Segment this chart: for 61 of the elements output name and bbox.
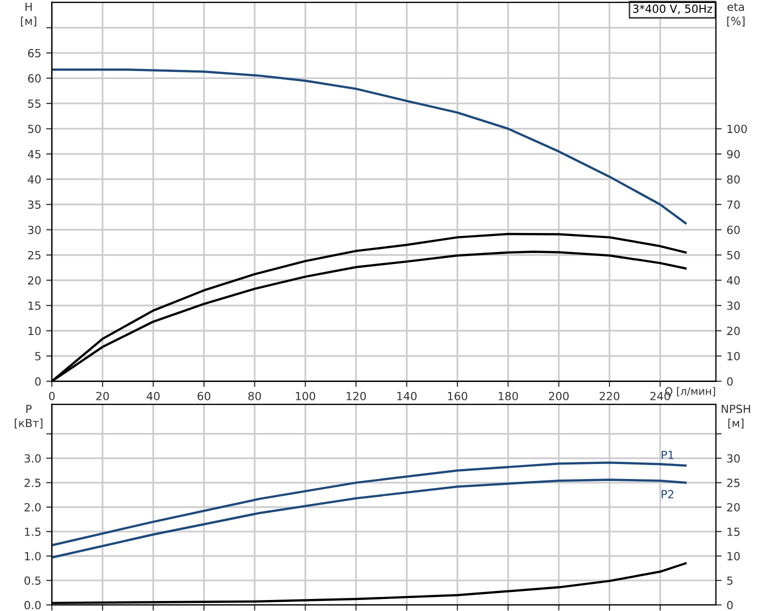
y-tick-label: 60 (28, 74, 41, 83)
y2-tick-label: 10 (728, 552, 740, 560)
x-tick-label: 80 (248, 392, 261, 400)
line-series (52, 68, 687, 224)
y2-tick-label: 60 (727, 226, 740, 234)
x-tick-label: 100 (296, 392, 316, 400)
y-tick-label: 0.5 (24, 576, 40, 585)
y-tick-label: 40 (28, 175, 41, 184)
y2-axis-title: eta [%] (727, 3, 745, 26)
line-series (52, 462, 687, 546)
x-tick-label: 20 (96, 392, 109, 400)
y2-tick-label: 0 (727, 377, 733, 386)
y-tick-label: 0 (35, 377, 41, 386)
series-label: P1 (662, 450, 674, 459)
y-tick-label: 30 (28, 226, 41, 234)
x-tick-label: 120 (346, 392, 366, 400)
x-tick-label: 40 (146, 392, 160, 400)
y2-tick-label: 15 (728, 528, 740, 536)
y-tick-label: 35 (28, 200, 40, 209)
y2-axis-title: NPSH [м] (722, 404, 750, 429)
y2-tick-label: 70 (727, 200, 740, 209)
annotation: 3*400 V, 50Hz (633, 4, 712, 14)
y2-tick-label: 20 (727, 503, 740, 512)
line-series (52, 478, 687, 559)
y2-tick-label: 30 (727, 454, 740, 463)
y2-tick-label: 5 (727, 576, 732, 585)
x-tick-label: 180 (498, 392, 518, 400)
y2-tick-label: 40 (726, 276, 740, 285)
y-tick-label: 2.0 (24, 503, 41, 512)
y-tick-label: 55 (28, 100, 40, 108)
y-tick-label: 25 (28, 250, 40, 260)
y2-tick-label: 100 (728, 124, 747, 134)
y-tick-label: 0.0 (24, 600, 41, 610)
y-tick-label: 10 (28, 326, 41, 336)
series-label: P2 (662, 490, 674, 498)
y-axis-title: P [кВт] (14, 404, 42, 429)
y-tick-label: 2.5 (24, 478, 40, 488)
y-tick-label: 5 (35, 352, 40, 360)
y2-tick-label: 20 (727, 326, 740, 336)
y-tick-label: 45 (28, 150, 40, 158)
y-tick-label: 1.5 (24, 528, 40, 536)
y-tick-label: 3.0 (24, 454, 41, 463)
x-tick-label: 0 (49, 392, 55, 400)
y2-tick-label: 80 (727, 175, 740, 184)
y2-tick-label: 25 (727, 478, 740, 488)
y2-tick-label: 50 (727, 250, 740, 260)
y2-tick-label: 0 (727, 600, 733, 610)
x-tick-label: 220 (600, 392, 620, 400)
x-tick-label: 200 (549, 392, 569, 400)
x-tick-label: 140 (397, 392, 417, 400)
y-tick-label: 65 (28, 48, 40, 58)
x-tick-label: 160 (448, 392, 468, 400)
y-axis-title: H [м] (21, 2, 36, 26)
y-tick-label: 20 (28, 276, 41, 285)
x-tick-label: 60 (198, 392, 210, 400)
y2-tick-label: 30 (727, 301, 740, 310)
y-tick-label: 15 (28, 302, 40, 310)
y2-tick-label: 90 (727, 150, 740, 158)
y-tick-label: 1.0 (24, 552, 41, 560)
y-tick-label: 50 (28, 124, 41, 134)
y2-tick-label: 10 (728, 352, 740, 360)
